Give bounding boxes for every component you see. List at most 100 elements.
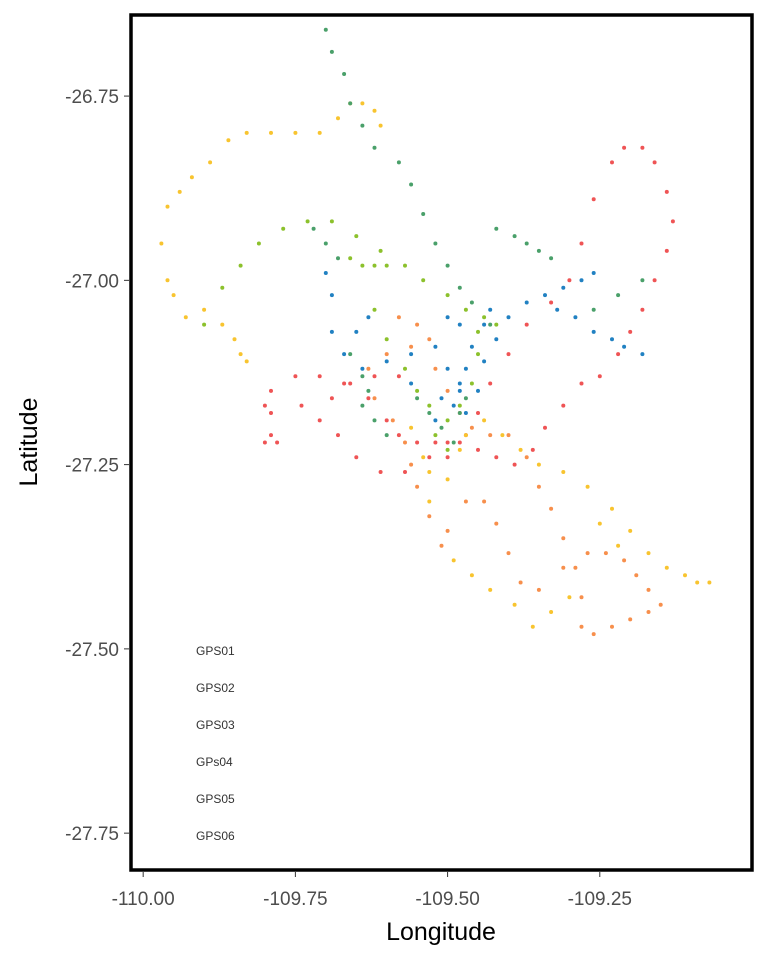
data-point: [707, 580, 712, 585]
data-point: [384, 263, 389, 268]
data-point: [269, 433, 273, 438]
data-point: [512, 462, 517, 467]
data-point: [670, 219, 675, 224]
data-point: [439, 425, 444, 430]
data-point: [409, 352, 414, 357]
data-point: [323, 241, 328, 246]
data-point: [238, 352, 243, 357]
data-point: [348, 256, 353, 261]
data-point: [427, 337, 432, 342]
x-axis: -110.00 -109.75 -109.50 -109.25: [112, 872, 632, 910]
data-point: [360, 374, 365, 379]
y-tick-label: -26.75: [65, 87, 119, 108]
data-point: [415, 388, 420, 393]
data-point: [336, 433, 340, 438]
data-point: [585, 484, 590, 489]
data-point: [323, 27, 328, 32]
data-point: [664, 565, 669, 570]
data-point: [445, 447, 450, 452]
data-point: [451, 403, 456, 408]
data-point: [591, 197, 596, 202]
data-point: [549, 256, 554, 261]
series-gps04: [202, 219, 499, 452]
data-point: [640, 352, 645, 357]
data-point: [664, 248, 669, 253]
data-point: [482, 322, 487, 327]
data-point: [549, 300, 554, 305]
data-point: [597, 521, 602, 526]
data-point: [585, 551, 590, 556]
data-point: [439, 396, 444, 401]
data-point: [415, 484, 420, 489]
data-point: [488, 307, 493, 312]
data-point: [323, 271, 328, 275]
data-point: [518, 580, 523, 585]
data-point: [269, 388, 273, 393]
data-point: [482, 359, 487, 364]
data-point: [372, 145, 377, 150]
data-point: [360, 101, 365, 106]
data-point: [360, 263, 365, 268]
data-point: [220, 285, 225, 290]
y-tick-label: -27.25: [65, 456, 119, 477]
data-point: [695, 580, 700, 585]
data-point: [317, 130, 322, 135]
data-point: [427, 455, 432, 460]
data-point: [329, 219, 334, 224]
data-point: [536, 248, 541, 253]
data-point: [329, 396, 334, 401]
data-point: [427, 514, 432, 519]
data-point: [536, 587, 541, 592]
data-point: [171, 293, 176, 298]
data-point: [421, 455, 426, 460]
data-point: [360, 366, 365, 371]
data-point: [469, 425, 474, 430]
data-point: [372, 396, 377, 401]
data-point: [457, 388, 462, 393]
data-point: [561, 403, 566, 408]
data-point: [226, 138, 231, 143]
data-point: [610, 624, 614, 629]
legend-label: GPs04: [196, 755, 233, 769]
data-point: [591, 307, 596, 312]
data-point: [646, 610, 651, 614]
legend-label: GPS06: [196, 829, 235, 843]
data-point: [457, 447, 462, 452]
data-point: [415, 396, 420, 401]
data-point: [445, 528, 450, 533]
data-point: [348, 381, 353, 386]
data-point: [384, 359, 389, 364]
data-point: [573, 315, 578, 320]
data-point: [366, 396, 371, 401]
data-point: [384, 433, 389, 438]
data-point: [415, 440, 420, 445]
data-point: [311, 226, 316, 231]
data-point: [433, 241, 438, 246]
data-point: [628, 617, 633, 622]
x-tick-label: -110.00: [112, 889, 175, 910]
data-point: [616, 352, 621, 357]
y-axis: -26.75 -27.00 -27.25 -27.50 -27.75: [65, 87, 129, 845]
data-point: [646, 551, 651, 556]
data-point: [530, 624, 535, 629]
data-point: [616, 293, 621, 298]
data-point: [202, 322, 207, 327]
data-point: [457, 411, 462, 415]
data-point: [299, 403, 304, 408]
data-point: [372, 263, 377, 268]
data-point: [262, 440, 267, 445]
data-point: [451, 558, 456, 563]
legend-label: GPS01: [196, 644, 235, 658]
data-point: [445, 388, 450, 393]
x-tick-label: -109.50: [415, 889, 479, 910]
data-point: [372, 108, 377, 113]
data-point: [664, 189, 669, 194]
data-point: [165, 204, 170, 209]
data-point: [567, 595, 572, 600]
data-point: [433, 440, 438, 445]
data-point: [409, 344, 414, 349]
data-point: [476, 411, 480, 415]
data-point: [640, 278, 645, 283]
data-point: [354, 234, 359, 239]
data-point: [262, 403, 267, 408]
